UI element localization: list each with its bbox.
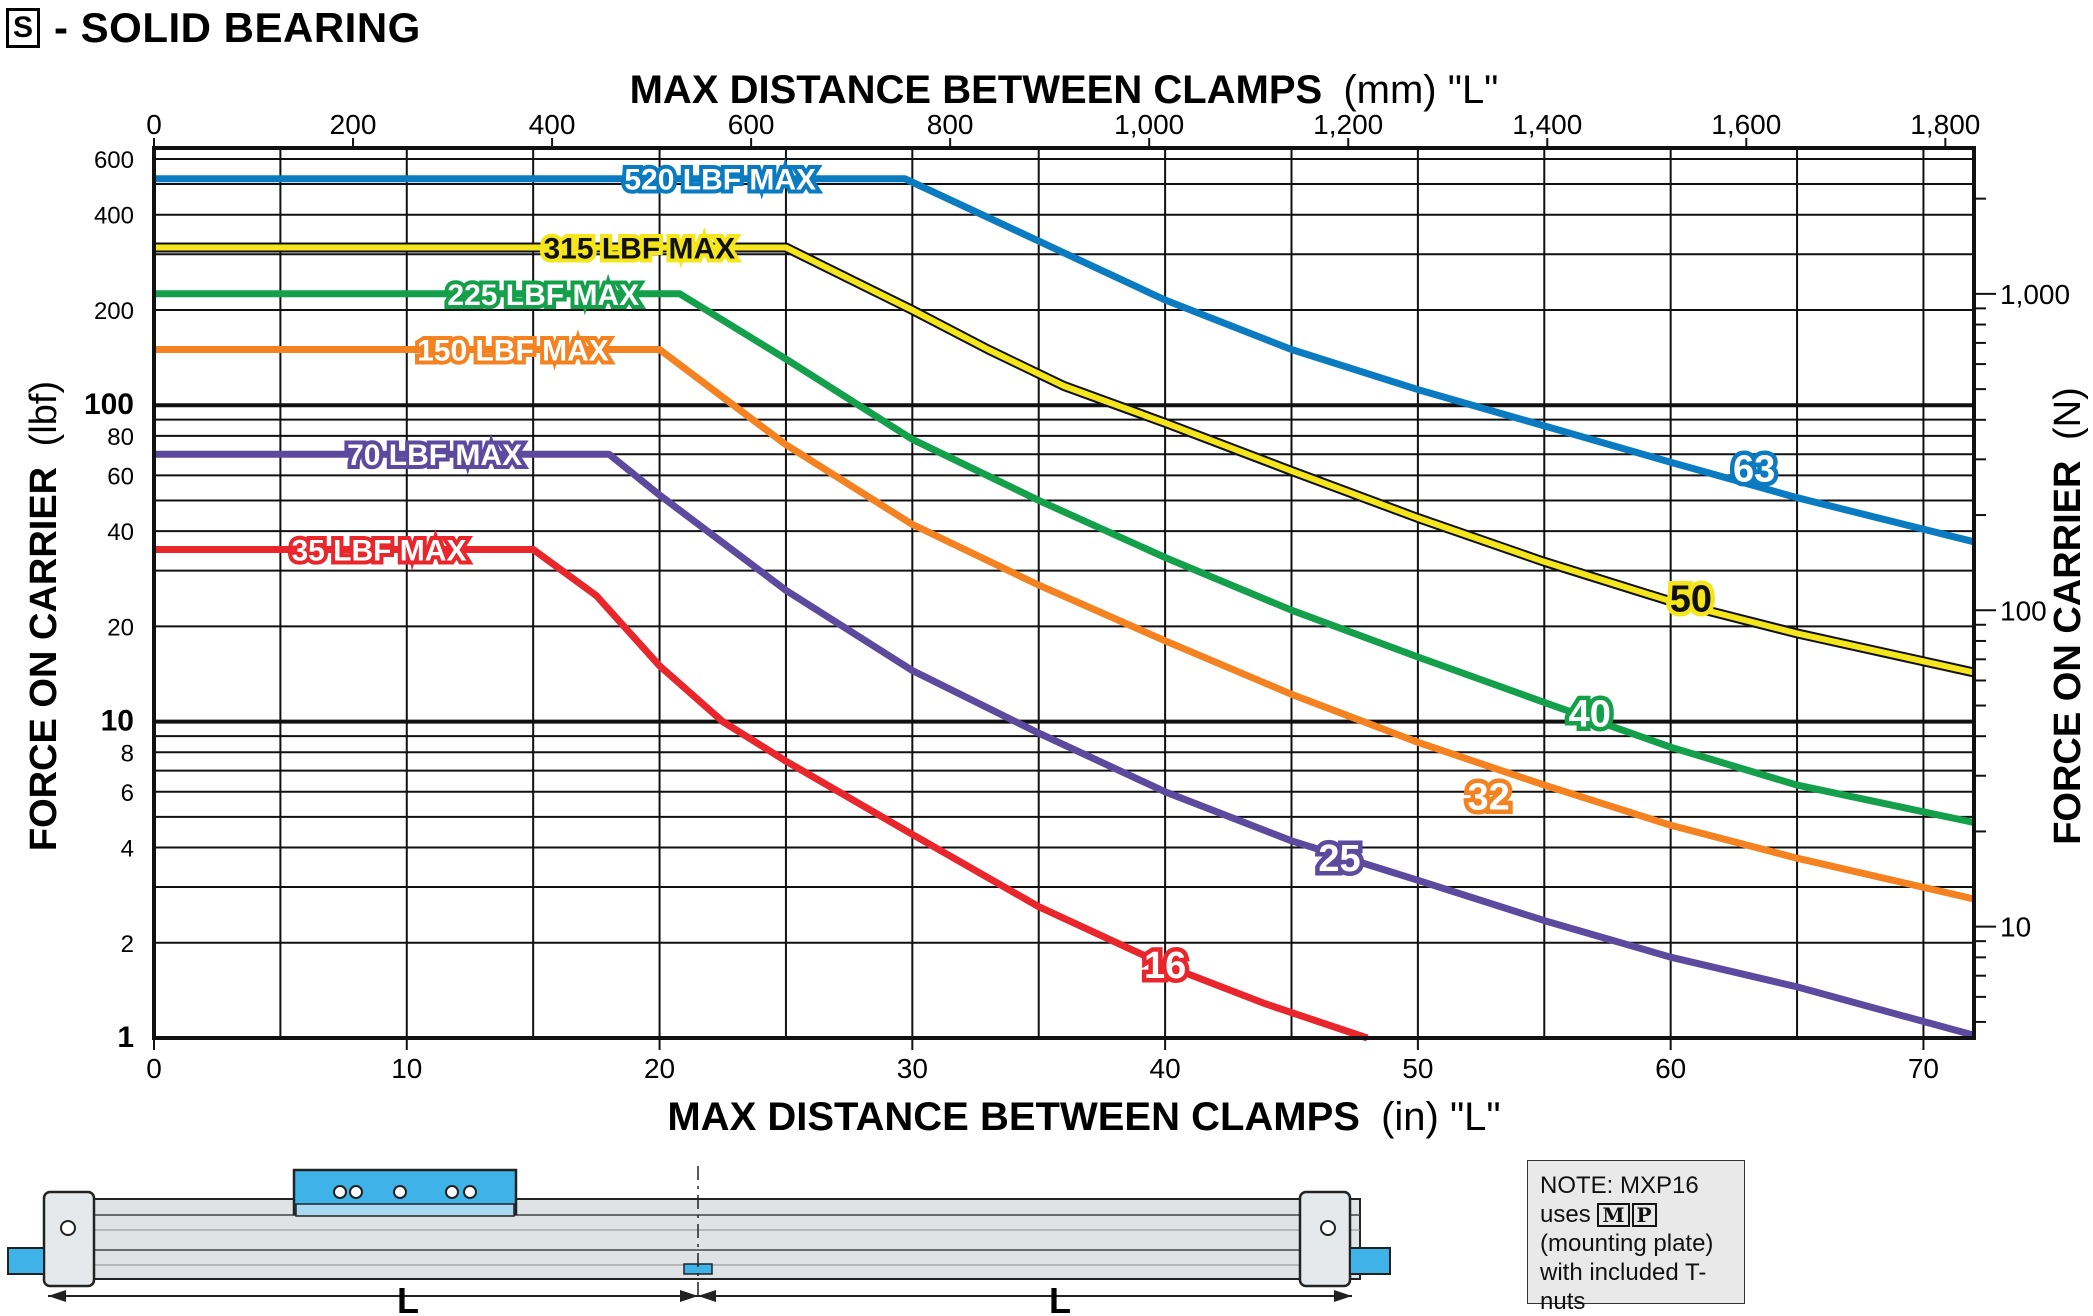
end-cap-screw-icon <box>60 1220 76 1236</box>
carrier-screw-icon <box>349 1185 363 1199</box>
series-max-label-32: 150 LBF MAX <box>417 334 609 367</box>
series-max-label-50: 315 LBF MAX <box>543 233 735 266</box>
left-tick-label: 2 <box>121 931 134 958</box>
dimension-arrow <box>698 1290 716 1302</box>
bottom-tick-label: 30 <box>897 1053 928 1084</box>
right-axis-title: FORCE ON CARRIER (N) <box>2047 387 2089 845</box>
series-size-label-16: 16 <box>1144 945 1186 987</box>
top-tick-label: 1,800 <box>1910 109 1980 140</box>
left-tick-label: 8 <box>121 740 134 767</box>
dimension-label-left: L <box>397 1280 419 1313</box>
dimension-arrow <box>1334 1290 1352 1302</box>
series-line-32 <box>154 346 1975 903</box>
bottom-tick-label: 50 <box>1402 1053 1433 1084</box>
note-line-1: NOTE: MXP16 <box>1540 1172 1699 1199</box>
series-line-50 <box>154 244 1975 676</box>
left-tick-label: 60 <box>107 463 134 490</box>
dimension-label-right: L <box>1049 1280 1071 1313</box>
top-tick-label: 1,000 <box>1114 109 1184 140</box>
note-line-4: with included T-nuts <box>1540 1259 1707 1315</box>
note-line-3: (mounting plate) <box>1540 1230 1714 1257</box>
dimension-arrow <box>680 1290 698 1302</box>
end-cap-right <box>1298 1190 1352 1288</box>
right-tick-label: 100 <box>2000 595 2047 626</box>
series-max-label-25: 70 LBF MAX <box>347 439 522 472</box>
carrier-screw-icon <box>333 1185 347 1199</box>
chart-ticks: 0 10 20 30 40 50 60 70 0 200 400 600 800 1,000 1,200 1,… <box>84 109 2070 1084</box>
left-tick-label: 40 <box>107 519 134 546</box>
bottom-tick-label: 0 <box>146 1053 162 1084</box>
left-tick-label: 4 <box>121 836 134 863</box>
top-tick-label: 400 <box>529 109 576 140</box>
title-row: S - SOLID BEARING <box>6 4 421 52</box>
left-tick-label: 10 <box>101 705 134 738</box>
chart-grid <box>154 148 1974 1039</box>
port-fitting-right <box>1349 1247 1391 1275</box>
left-tick-label: 6 <box>121 780 134 807</box>
top-tick-label: 600 <box>728 109 775 140</box>
mounting-plate-badge-p: P <box>1631 1203 1657 1227</box>
top-tick-label: 1,600 <box>1711 109 1781 140</box>
note-uses-text: uses <box>1540 1201 1591 1228</box>
bottom-tick-label: 20 <box>644 1053 675 1084</box>
top-axis-title: MAX DISTANCE BETWEEN CLAMPS (mm) "L" <box>630 68 1499 112</box>
bottom-tick-label: 10 <box>391 1053 422 1084</box>
bottom-tick-label: 70 <box>1908 1053 1939 1084</box>
left-tick-label: 400 <box>94 203 134 230</box>
chart-series <box>154 175 1976 1042</box>
solid-bearing-badge: S <box>6 8 40 48</box>
series-line-25 <box>154 450 1975 1039</box>
top-tick-label: 800 <box>927 109 974 140</box>
end-cap-screw-icon <box>1320 1220 1336 1236</box>
page-title: - SOLID BEARING <box>54 4 421 51</box>
left-axis-title: FORCE ON CARRIER (lbf) <box>23 381 65 851</box>
left-tick-label: 100 <box>84 388 134 421</box>
carrier-base <box>295 1203 515 1217</box>
port-fitting-left <box>7 1247 45 1275</box>
carrier-screw-icon <box>393 1185 407 1199</box>
dimension-arrow <box>48 1290 66 1302</box>
series-max-label-63: 520 LBF MAX <box>624 164 816 197</box>
mounting-plate-badge-m: M <box>1597 1203 1630 1227</box>
chart-labels: 520 LBF MAX 63 315 LBF MAX 50 225 LBF MAX 40 1… <box>287 160 1779 992</box>
bottom-tick-label: 40 <box>1150 1053 1181 1084</box>
series-size-label-25: 25 <box>1318 838 1360 880</box>
end-cap-left <box>42 1190 96 1288</box>
top-tick-label: 200 <box>330 109 377 140</box>
series-line-63 <box>154 175 1975 546</box>
left-tick-label: 600 <box>94 147 134 174</box>
left-tick-label: 200 <box>94 298 134 325</box>
series-size-label-63: 63 <box>1733 449 1775 491</box>
carrier-screw-icon <box>445 1185 459 1199</box>
left-tick-label: 80 <box>107 424 134 451</box>
right-tick-label: 10 <box>2000 912 2031 943</box>
left-tick-label: 20 <box>107 614 134 641</box>
series-size-label-50: 50 <box>1670 578 1712 620</box>
left-tick-label: 1 <box>117 1021 134 1054</box>
bottom-tick-label: 60 <box>1655 1053 1686 1084</box>
series-max-label-16: 35 LBF MAX <box>291 534 466 567</box>
series-line-16 <box>154 546 1369 1042</box>
top-tick-label: 1,400 <box>1512 109 1582 140</box>
actuator-body <box>59 1198 1361 1280</box>
top-tick-label: 0 <box>146 109 162 140</box>
chart-frame <box>152 146 1976 1040</box>
series-line-40 <box>154 290 1975 826</box>
plot-frame <box>152 146 1976 1040</box>
series-size-label-40: 40 <box>1569 694 1611 736</box>
series-max-label-40: 225 LBF MAX <box>447 279 639 312</box>
actuator-diagram: L L <box>7 1166 1391 1313</box>
carrier-screw-icon <box>463 1185 477 1199</box>
bottom-axis-title: MAX DISTANCE BETWEEN CLAMPS (in) "L" <box>667 1095 1500 1139</box>
top-tick-label: 1,200 <box>1313 109 1383 140</box>
series-size-label-32: 32 <box>1468 776 1510 818</box>
right-tick-label: 1,000 <box>2000 279 2070 310</box>
